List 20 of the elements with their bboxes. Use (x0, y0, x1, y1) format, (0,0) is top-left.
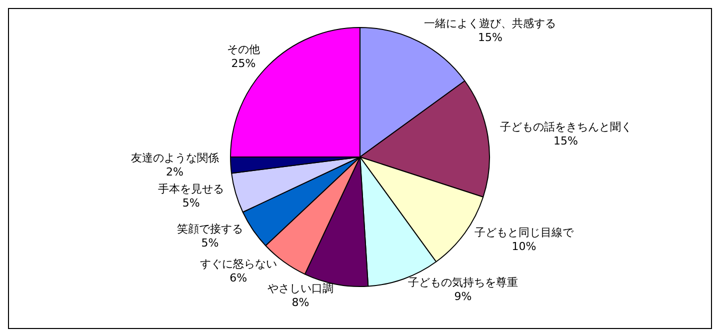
slice-label: 友達のような関係 (130, 152, 219, 165)
slice-label: 笑顔で接する (176, 222, 243, 236)
slice-label: 手本を見せる (158, 182, 224, 196)
data-label: 8% (292, 296, 310, 309)
slice-label: すぐに怒らない (200, 257, 277, 270)
data-label: 25% (231, 56, 256, 70)
data-label: 5% (201, 236, 219, 250)
slice-label: 子どもと同じ目線で (474, 226, 574, 240)
data-label: 15% (554, 134, 578, 148)
data-label: 9% (454, 290, 472, 303)
slice-label: 子どもの気持ちを尊重 (408, 276, 518, 289)
data-label: 5% (182, 196, 200, 210)
data-label: 10% (512, 240, 536, 254)
slice-label: その他 (226, 42, 260, 56)
data-label: 6% (230, 271, 248, 284)
data-label: 15% (478, 30, 502, 44)
data-label: 2% (166, 166, 184, 179)
slice-label: 子どもの話をきちんと聞く (500, 120, 632, 134)
slice-label: やさしい口調 (267, 282, 334, 295)
slice-label: 一緒によく遊び、共感する (424, 16, 556, 30)
